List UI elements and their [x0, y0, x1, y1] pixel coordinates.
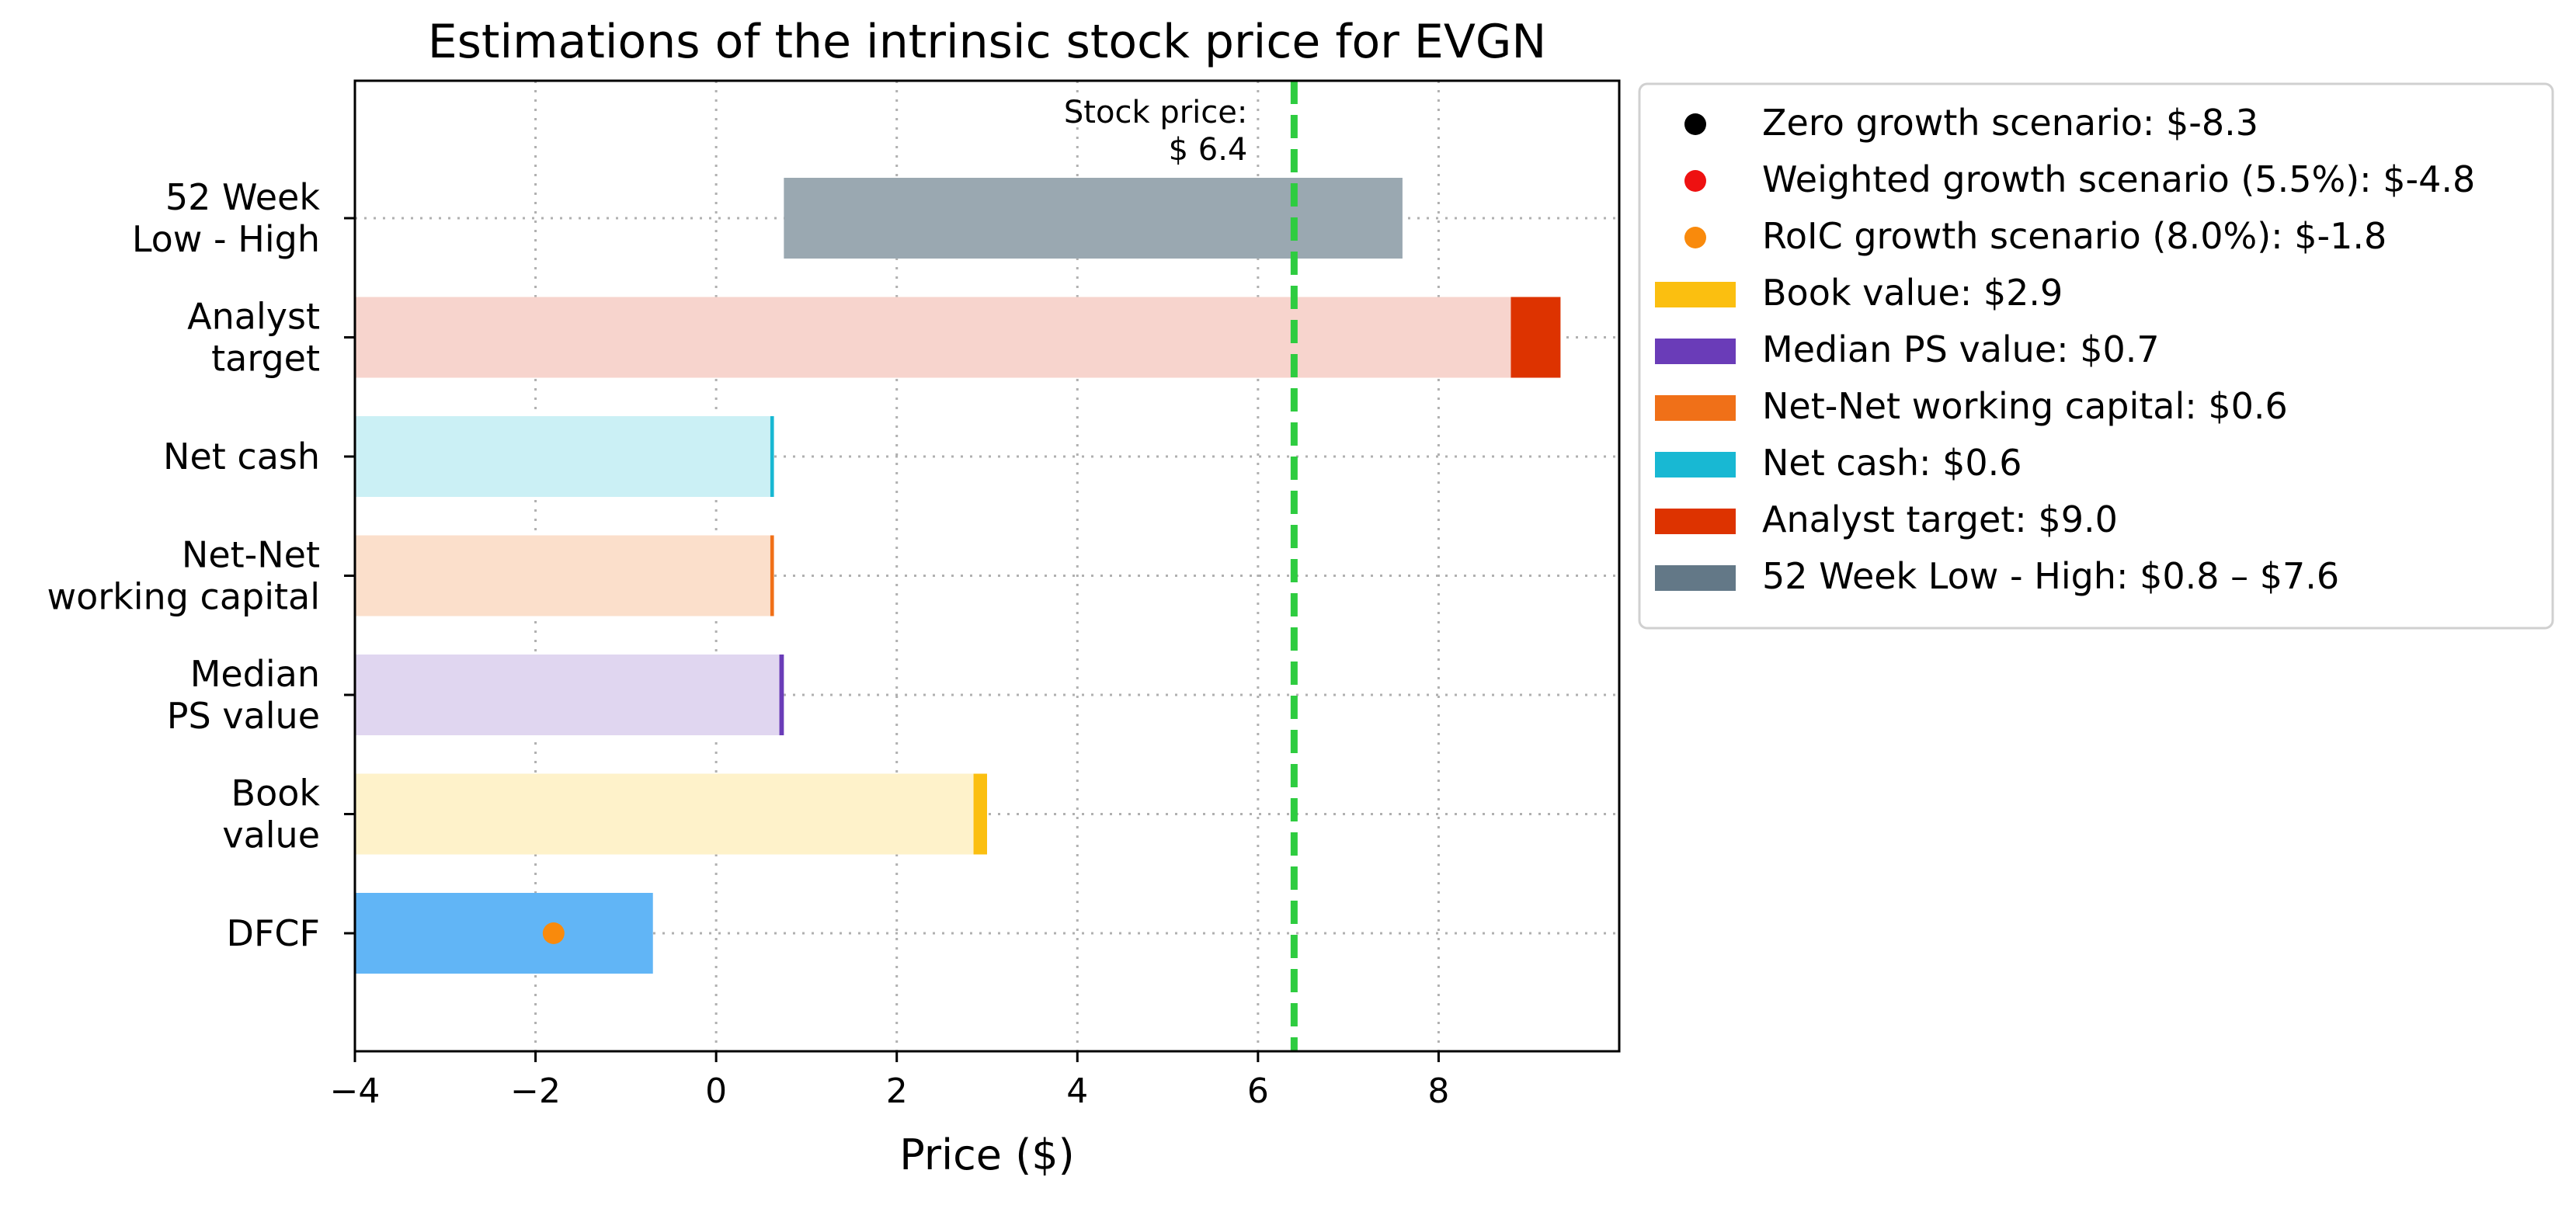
legend-label: RoIC growth scenario (8.0%): $-1.8: [1762, 215, 2387, 257]
bar: [779, 655, 784, 735]
bar: [355, 297, 1511, 378]
bar: [770, 416, 774, 497]
y-category-label: target: [211, 338, 320, 380]
stock-price-label: Stock price:: [1064, 95, 1247, 130]
bar: [770, 535, 774, 616]
bar: [355, 773, 974, 855]
bar: [355, 893, 653, 974]
legend-label: Median PS value: $0.7: [1762, 328, 2160, 370]
legend-marker-dot: [1684, 170, 1706, 192]
y-category-label: DFCF: [227, 912, 320, 954]
x-tick-label: 4: [1066, 1071, 1088, 1111]
x-tick-label: 6: [1247, 1071, 1269, 1111]
y-category-label: PS value: [167, 695, 320, 737]
bar: [973, 773, 987, 855]
legend-marker-patch: [1655, 339, 1736, 364]
y-category-label: 52 Week: [165, 176, 321, 218]
legend-label: 52 Week Low - High: $0.8 – $7.6: [1762, 555, 2339, 597]
stock-price-value: $ 6.4: [1169, 132, 1248, 168]
x-tick-label: −4: [330, 1071, 381, 1111]
bar: [355, 655, 780, 735]
legend-label: Analyst target: $9.0: [1762, 498, 2118, 540]
x-tick-label: −2: [510, 1071, 561, 1111]
legend-label: Net cash: $0.6: [1762, 442, 2022, 484]
legend-marker-dot: [1684, 113, 1706, 135]
legend-marker-dot: [1684, 227, 1706, 248]
legend-label: Zero growth scenario: $-8.3: [1762, 102, 2258, 144]
bar: [1510, 297, 1561, 378]
legend-box: [1638, 82, 2554, 630]
y-category-label: Net-Net: [182, 534, 320, 576]
x-tick-label: 0: [705, 1071, 727, 1111]
x-axis-label: Price ($): [899, 1130, 1074, 1179]
y-category-label: Book: [231, 773, 321, 814]
legend-marker-patch: [1655, 452, 1736, 477]
legend-label: Net-Net working capital: $0.6: [1762, 385, 2288, 427]
plot-frame: [353, 79, 1621, 1053]
y-category-label: Net cash: [163, 436, 320, 477]
legend-marker-patch: [1655, 282, 1736, 307]
legend-label: Weighted growth scenario (5.5%): $-4.8: [1762, 158, 2475, 200]
x-tick-label: 8: [1427, 1071, 1449, 1111]
y-category-label: Median: [190, 653, 320, 695]
legend-marker-patch: [1655, 395, 1736, 421]
legend-label: Book value: $2.9: [1762, 272, 2063, 314]
legend-marker-patch: [1655, 565, 1736, 591]
y-category-label: Low - High: [132, 218, 320, 260]
bar: [784, 178, 1403, 259]
y-category-label: working capital: [47, 576, 320, 618]
bar: [355, 535, 770, 616]
y-category-label: value: [222, 814, 320, 856]
legend-marker-patch: [1655, 509, 1736, 534]
bar: [355, 416, 770, 497]
y-category-label: Analyst: [187, 296, 320, 338]
data-point: [542, 922, 565, 944]
chart-title: Estimations of the intrinsic stock price…: [428, 15, 1546, 69]
x-tick-label: 2: [886, 1071, 908, 1111]
